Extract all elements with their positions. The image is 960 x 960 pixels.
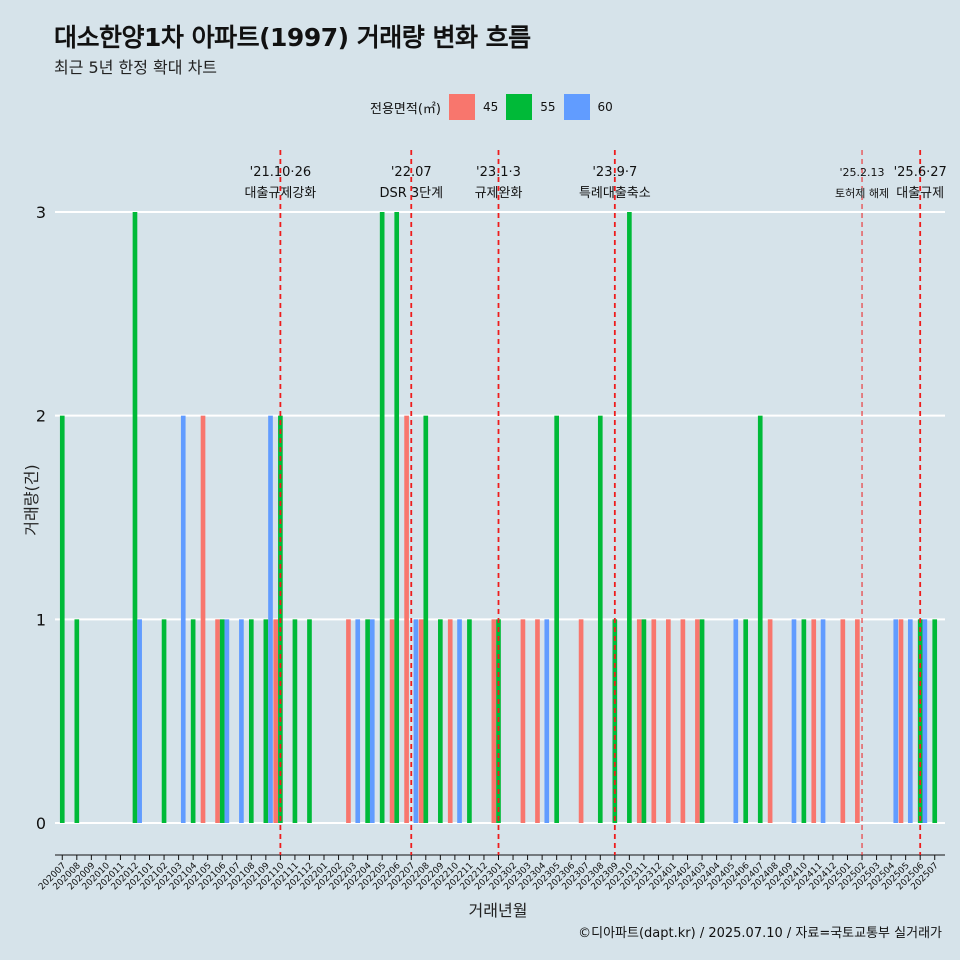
x-axis-label: 거래년월 — [468, 901, 528, 920]
bar-55-202106 — [219, 619, 225, 823]
bar-45-202105 — [200, 415, 206, 823]
bar-45-202301 — [491, 619, 497, 823]
bar-45-202505 — [898, 619, 904, 823]
bar-45-202210 — [447, 619, 453, 823]
legend-swatch-45 — [448, 94, 475, 120]
bar-60-202012 — [137, 619, 142, 823]
annotation-date-4: '25.2.13 — [840, 166, 885, 179]
y-tick-label-3: 3 — [36, 203, 46, 222]
annotation-label-5: 대출규제 — [896, 186, 944, 201]
bar-55-202410 — [801, 619, 807, 823]
legend-item-45: 45 — [448, 94, 499, 120]
y-axis-label: 거래량(건) — [22, 464, 41, 536]
chart-title: 대소한양1차 아파트(1997) 거래량 변화 흐름 — [54, 23, 531, 52]
bar-45-202411 — [811, 619, 817, 823]
annotation-label-2: 규제완화 — [475, 186, 523, 201]
legend-swatch-60 — [563, 94, 590, 120]
legend-swatch-55 — [506, 94, 533, 120]
annotation-date-3: '23.9·7 — [592, 165, 637, 180]
annotation-date-0: '21.10·26 — [250, 165, 311, 180]
bar-45-202502 — [855, 619, 860, 823]
bar-55-202308 — [597, 415, 603, 823]
bar-45-202311 — [636, 619, 642, 823]
bar-60-202304 — [544, 619, 550, 823]
annotation-date-1: '22.07 — [391, 165, 432, 180]
bar-45-202307 — [578, 619, 584, 823]
bar-55-202102 — [161, 619, 167, 823]
y-tick-label-2: 2 — [36, 407, 46, 426]
bar-55-202104 — [190, 619, 196, 823]
bar-60-202109 — [268, 415, 273, 823]
bar-55-202305 — [554, 415, 559, 823]
annotation-label-0: 대출규제강화 — [245, 186, 317, 201]
bar-55-202208 — [423, 415, 429, 823]
bar-45-202206 — [389, 619, 395, 823]
bar-55-202209 — [438, 619, 443, 823]
bar-45-202401 — [666, 619, 671, 823]
legend-label-55: 55 — [540, 100, 556, 114]
annotation-label-4: 토허제 해제 — [835, 186, 889, 200]
annotation-label-1: DSR 3단계 — [379, 186, 443, 201]
bar-60-202106 — [224, 619, 230, 823]
bar-60-202207 — [413, 619, 419, 823]
bar-55-202407 — [757, 415, 763, 823]
bar-45-202501 — [840, 619, 846, 823]
legend-label-45: 45 — [482, 100, 499, 114]
bar-45-202203 — [346, 619, 351, 823]
bar-45-202208 — [418, 619, 424, 823]
bar-60-202204 — [369, 619, 375, 823]
bar-55-202507 — [932, 619, 938, 823]
bar-55-202311 — [641, 619, 647, 823]
annotation-date-2: '23.1·3 — [476, 165, 521, 180]
bar-55-202007 — [59, 415, 65, 823]
bar-45-202408 — [767, 619, 773, 823]
bar-55-202112 — [307, 619, 312, 823]
legend-item-55: 55 — [506, 94, 556, 120]
bar-45-202312 — [651, 619, 657, 823]
bar-55-202109 — [263, 619, 269, 823]
bar-45-202403 — [695, 619, 700, 823]
bar-55-202205 — [379, 212, 385, 823]
bar-60-202506 — [922, 619, 928, 823]
bar-60-202210 — [457, 619, 462, 823]
legend-label-60: 60 — [597, 100, 613, 114]
legend: 전용면적(㎡) 45 55 60 — [370, 93, 621, 121]
bar-60-202504 — [893, 619, 899, 823]
bar-60-202405 — [733, 619, 739, 823]
bar-45-202106 — [215, 619, 220, 823]
bar-55-202108 — [248, 619, 254, 823]
bar-45-202110 — [273, 619, 279, 823]
bar-55-202008 — [74, 619, 80, 823]
bar-55-202406 — [743, 619, 749, 823]
bar-55-202310 — [627, 212, 632, 823]
bar-60-202411 — [820, 619, 826, 823]
bar-55-202111 — [292, 619, 298, 823]
bar-45-202303 — [520, 619, 526, 823]
bar-55-202403 — [699, 619, 705, 823]
legend-title: 전용면적(㎡) — [370, 101, 441, 117]
bar-60-202203 — [355, 619, 361, 823]
bar-45-202402 — [680, 619, 686, 823]
bar-60-202103 — [180, 415, 186, 823]
bar-60-202409 — [791, 619, 797, 823]
bar-55-202012 — [132, 212, 138, 823]
bar-45-202207 — [404, 415, 409, 823]
y-tick-label-1: 1 — [36, 610, 46, 629]
chart-subtitle: 최근 5년 한정 확대 차트 — [54, 58, 218, 77]
annotation-label-3: 특례대출축소 — [579, 186, 651, 201]
bar-55-202206 — [394, 212, 400, 823]
source-caption: ©디아파트(dapt.kr) / 2025.07.10 / 자료=국토교통부 실… — [578, 926, 942, 941]
bar-60-202505 — [907, 619, 913, 823]
y-tick-label-0: 0 — [36, 814, 46, 833]
bar-55-202211 — [467, 619, 472, 823]
bar-60-202107 — [239, 619, 244, 823]
bar-55-202204 — [365, 619, 370, 823]
bar-45-202304 — [535, 619, 540, 823]
legend-item-60: 60 — [563, 94, 613, 120]
annotation-date-5: '25.6·27 — [894, 165, 947, 180]
